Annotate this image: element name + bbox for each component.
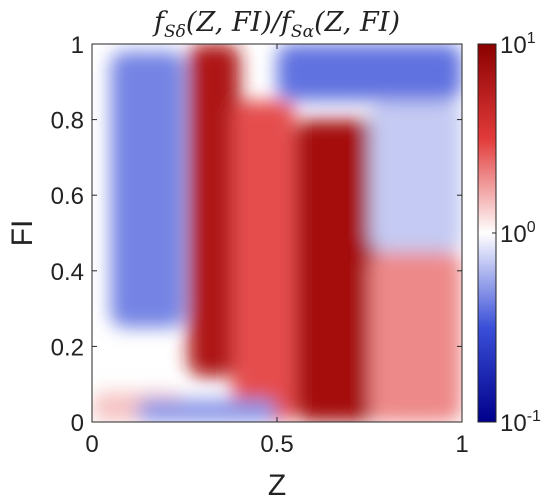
x-tick-label: 0.5	[260, 431, 293, 458]
y-tick-label: 0.4	[51, 259, 84, 286]
colorbar-tick-label: 100	[500, 219, 536, 248]
heatmap-region-3	[232, 100, 296, 422]
heatmap-region-4	[295, 119, 381, 422]
x-tick-label: 0	[85, 431, 98, 458]
y-axis-ticks: 0 0.2 0.4 0.6 0.8 1	[51, 32, 462, 437]
heatmap-regions	[92, 44, 462, 422]
y-tick-label: 1	[71, 32, 84, 59]
x-axis-label: Z	[268, 469, 286, 502]
chart-title: fSδ(Z, FI)/fSα(Z, FI)	[152, 7, 400, 42]
y-axis-label: FI	[6, 220, 39, 247]
colorbar-tick-label: 101	[500, 30, 536, 59]
colorbar-tick-label: 10-1	[500, 408, 541, 437]
x-tick-label: 1	[455, 431, 468, 458]
heatmap-region-6	[136, 399, 277, 422]
heatmap-region-7	[277, 44, 462, 101]
y-tick-label: 0.8	[51, 108, 84, 135]
heatmap-region-8	[369, 100, 462, 252]
heatmap-region-2	[188, 44, 240, 377]
heatmap-area	[92, 44, 462, 422]
y-tick-label: 0	[71, 410, 84, 437]
heatmap-region-1	[110, 51, 185, 328]
colorbar: 101 100 10-1	[477, 30, 541, 437]
heatmap-region-5	[369, 251, 462, 422]
y-tick-label: 0.2	[51, 334, 84, 361]
colorbar-ticks: 101 100 10-1	[492, 30, 541, 437]
x-axis-ticks: 0 0.5 1	[85, 44, 469, 458]
y-tick-label: 0.6	[51, 183, 84, 210]
